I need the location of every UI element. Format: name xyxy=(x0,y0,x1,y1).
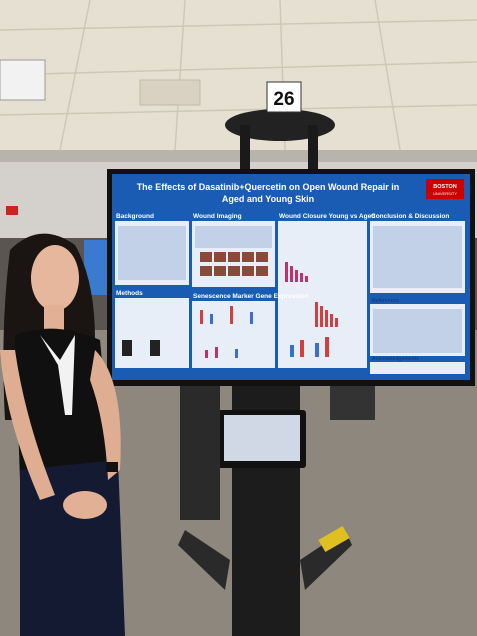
arm xyxy=(90,350,121,480)
logo xyxy=(426,179,464,199)
warning-label xyxy=(318,525,350,553)
section-header: Senescence Marker Gene Expression xyxy=(193,293,309,300)
section-headers: Background Wound Imaging Wound Closure Y… xyxy=(116,213,449,362)
hands xyxy=(63,491,107,519)
ceiling-vent xyxy=(139,79,201,106)
watch xyxy=(106,462,118,472)
logo-text: BOSTON xyxy=(433,184,456,190)
panel-text-lines xyxy=(118,226,462,353)
poster-figures xyxy=(122,262,338,358)
sign-number: 26 xyxy=(273,89,294,110)
section-header: Wound Imaging xyxy=(193,213,242,220)
logo-text: UNIVERSITY xyxy=(433,191,457,196)
section-header: Methods xyxy=(116,290,143,297)
poster-title: The Effects of Dasatinib+Quercetin on Op… xyxy=(137,182,400,192)
tablet-screen xyxy=(224,415,300,461)
projector xyxy=(0,59,46,101)
wound-images xyxy=(200,252,268,276)
section-header: Acknowledgements xyxy=(372,356,419,362)
person-behind xyxy=(330,380,375,420)
wall-beam xyxy=(0,150,477,162)
face xyxy=(31,245,79,311)
stand-top xyxy=(225,109,335,141)
section-header: Background xyxy=(116,213,154,220)
arm xyxy=(0,350,55,500)
sign-board xyxy=(266,81,302,113)
neck xyxy=(44,305,64,330)
stand-base xyxy=(178,530,230,590)
zipper-trim xyxy=(40,335,75,415)
stand-arm xyxy=(240,125,250,175)
section-header: Conclusion & Discussion xyxy=(371,213,449,220)
stand-arm xyxy=(308,125,318,175)
ceiling-grid xyxy=(0,0,477,151)
section-header: References xyxy=(372,298,399,304)
section-header: Wound Closure Young vs Aged xyxy=(279,213,375,220)
person-behind xyxy=(180,380,220,520)
exit-sign xyxy=(6,206,18,215)
poster-title: Aged and Young Skin xyxy=(222,194,314,204)
stand-base xyxy=(300,530,352,590)
